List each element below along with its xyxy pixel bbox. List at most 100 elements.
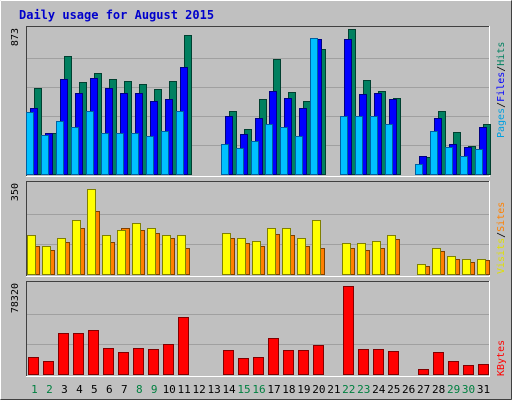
bar-kbytes-day-1: [28, 357, 39, 375]
bar-kbytes-day-14: [223, 350, 234, 375]
bar-visits-day-18: [282, 228, 291, 275]
bar-pages-day-30: [460, 156, 468, 175]
bar-visits-day-10: [162, 235, 171, 275]
bar-pages-day-25: [385, 124, 393, 175]
x-tick-label-day-10: 10: [163, 383, 176, 396]
bar-kbytes-day-5: [88, 330, 99, 375]
x-tick-label-day-26: 26: [402, 383, 415, 396]
bar-kbytes-day-31: [478, 364, 489, 375]
bar-visits-day-24: [372, 241, 381, 275]
panels: 873 350 78320: [10, 26, 491, 377]
legend-pages: Pages: [496, 108, 507, 138]
panel-1: 873: [10, 26, 491, 177]
x-tick-label-day-6: 6: [106, 383, 113, 396]
bar-visits-day-17: [267, 228, 276, 275]
bar-pages-day-8: [131, 133, 139, 175]
bar-visits-day-30: [462, 259, 471, 275]
x-tick-label-day-25: 25: [387, 383, 400, 396]
x-tick-label-day-20: 20: [312, 383, 325, 396]
x-tick-label-day-13: 13: [207, 383, 220, 396]
legend-separator: /: [496, 232, 507, 238]
bar-pages-day-22: [340, 116, 348, 175]
bar-kbytes-day-8: [133, 348, 144, 375]
x-tick-label-day-27: 27: [417, 383, 430, 396]
legend-files: Files: [496, 72, 507, 102]
legend-panel-2: Visits/Sites: [496, 202, 507, 274]
bar-visits-day-2: [42, 246, 51, 275]
bar-kbytes-day-25: [388, 351, 399, 375]
bar-kbytes-day-18: [283, 350, 294, 375]
x-tick-label-day-24: 24: [372, 383, 386, 396]
bar-pages-day-16: [251, 141, 259, 175]
bar-pages-day-7: [116, 133, 124, 175]
bar-visits-day-28: [432, 248, 441, 275]
bar-pages-day-10: [161, 131, 169, 175]
x-tick-label-day-2: 2: [46, 383, 53, 396]
bar-kbytes-day-29: [448, 361, 459, 375]
chart-title: Daily usage for August 2015: [19, 8, 214, 22]
x-tick-label-day-30: 30: [462, 383, 475, 396]
panel-3: 78320: [10, 281, 490, 377]
bar-pages-day-6: [101, 133, 109, 175]
bar-pages-day-1: [26, 112, 34, 175]
x-tick-label-day-11: 11: [178, 383, 191, 396]
bar-pages-day-27: [415, 164, 423, 175]
bar-pages-day-24: [370, 116, 378, 175]
bar-visits-day-20: [312, 220, 321, 275]
bar-kbytes-day-3: [58, 333, 69, 375]
bar-kbytes-day-22: [343, 286, 354, 375]
bar-visits-day-4: [72, 220, 81, 275]
x-tick-label-day-14: 14: [222, 383, 236, 396]
legend-text: KBytes: [496, 340, 507, 376]
bar-pages-day-14: [221, 144, 229, 175]
bar-pages-day-5: [86, 111, 94, 175]
bar-visits-day-31: [477, 259, 486, 275]
x-tick-labels: 1 2 3 4 5 6 7 8 9 10 11 12 13 14 15 16 17 18 19 20 21 22 23 24 2…: [31, 383, 490, 396]
bar-visits-day-3: [57, 238, 66, 275]
y-max-label: 350: [10, 183, 21, 201]
x-tick-label-day-23: 23: [357, 383, 370, 396]
bar-kbytes-day-16: [253, 357, 264, 375]
legend-kbytes: KBytes: [496, 340, 507, 376]
x-tick-label-day-16: 16: [252, 383, 265, 396]
bar-pages-day-3: [56, 121, 64, 175]
bar-visits-day-22: [342, 243, 351, 275]
x-tick-label-day-21: 21: [327, 383, 340, 396]
bar-visits-day-7: [117, 230, 126, 275]
bar-kbytes-day-30: [463, 365, 474, 375]
bar-visits-day-6: [102, 235, 111, 275]
bar-visits-day-25: [387, 235, 396, 275]
legend-text: Pages/Files/Hits: [496, 42, 507, 138]
bar-kbytes-day-11: [178, 317, 189, 375]
bar-visits-day-15: [237, 238, 246, 275]
bar-pages-day-31: [475, 149, 483, 175]
legend-separator: /: [496, 102, 507, 108]
bar-kbytes-day-15: [238, 358, 249, 375]
bar-visits-day-29: [447, 256, 456, 275]
bar-kbytes-day-17: [268, 338, 279, 375]
bar-kbytes-day-6: [103, 348, 114, 375]
x-tick-label-day-5: 5: [91, 383, 98, 396]
legend-text: Visits/Sites: [496, 202, 507, 274]
bar-visits-day-1: [27, 235, 36, 275]
bar-pages-day-9: [146, 136, 154, 175]
bar-visits-day-19: [297, 238, 306, 275]
bar-pages-day-23: [355, 116, 363, 175]
bar-visits-day-27: [417, 264, 426, 275]
x-tick-label-day-1: 1: [31, 383, 38, 396]
x-tick-label-day-15: 15: [237, 383, 250, 396]
x-tick-label-day-4: 4: [76, 383, 83, 396]
legend-panel-1: Pages/Files/Hits: [496, 42, 507, 138]
panel-2: 350: [10, 181, 490, 277]
bar-kbytes-day-4: [73, 333, 84, 375]
x-tick-label-day-18: 18: [282, 383, 295, 396]
bar-kbytes-day-27: [418, 369, 429, 375]
bar-visits-day-23: [357, 243, 366, 275]
bar-pages-day-29: [445, 147, 453, 175]
bar-kbytes-day-28: [433, 352, 444, 375]
legend-hits: Hits: [496, 42, 507, 66]
bar-kbytes-day-19: [298, 350, 309, 375]
bar-kbytes-day-7: [118, 352, 129, 375]
x-tick-label-day-3: 3: [61, 383, 68, 396]
